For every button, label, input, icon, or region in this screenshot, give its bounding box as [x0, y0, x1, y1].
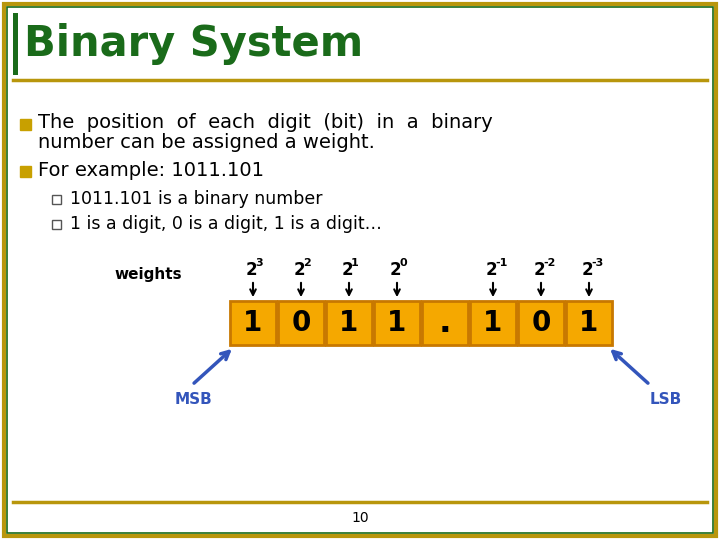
Bar — [518, 301, 564, 345]
Text: 2: 2 — [342, 261, 354, 279]
Text: -2: -2 — [543, 258, 555, 268]
Text: 10: 10 — [351, 511, 369, 525]
Text: The  position  of  each  digit  (bit)  in  a  binary: The position of each digit (bit) in a bi… — [38, 112, 492, 132]
Text: LSB: LSB — [650, 392, 682, 407]
Bar — [374, 301, 420, 345]
Text: 1: 1 — [483, 309, 503, 337]
Bar — [20, 119, 31, 130]
Text: .: . — [438, 307, 451, 340]
Text: For example: 1011.101: For example: 1011.101 — [38, 160, 264, 179]
Text: 2: 2 — [303, 258, 311, 268]
Text: 0: 0 — [531, 309, 551, 337]
Text: 1011.101 is a binary number: 1011.101 is a binary number — [70, 190, 323, 208]
Bar — [278, 301, 324, 345]
Text: MSB: MSB — [175, 392, 213, 407]
Text: 2: 2 — [390, 261, 402, 279]
Text: -3: -3 — [591, 258, 603, 268]
Text: 1: 1 — [243, 309, 263, 337]
Text: 0: 0 — [292, 309, 311, 337]
Bar — [230, 301, 276, 345]
Bar — [566, 301, 612, 345]
Text: 1 is a digit, 0 is a digit, 1 is a digit…: 1 is a digit, 0 is a digit, 1 is a digit… — [70, 215, 382, 233]
Text: 2: 2 — [582, 261, 593, 279]
Bar — [13, 13, 18, 75]
Text: 2: 2 — [534, 261, 546, 279]
Bar — [470, 301, 516, 345]
Bar — [326, 301, 372, 345]
Bar — [52, 195, 61, 204]
Text: 1: 1 — [339, 309, 359, 337]
Bar — [422, 301, 468, 345]
Bar — [20, 166, 31, 177]
Text: weights: weights — [114, 267, 182, 282]
Text: Binary System: Binary System — [24, 23, 363, 65]
Text: 1: 1 — [580, 309, 598, 337]
Text: 2: 2 — [246, 261, 258, 279]
Text: -1: -1 — [495, 258, 508, 268]
Bar — [52, 220, 61, 229]
Text: 3: 3 — [255, 258, 263, 268]
Text: 1: 1 — [351, 258, 359, 268]
Text: 2: 2 — [486, 261, 498, 279]
Text: 2: 2 — [294, 261, 305, 279]
Text: number can be assigned a weight.: number can be assigned a weight. — [38, 132, 375, 152]
Text: 0: 0 — [399, 258, 407, 268]
Text: 1: 1 — [387, 309, 407, 337]
